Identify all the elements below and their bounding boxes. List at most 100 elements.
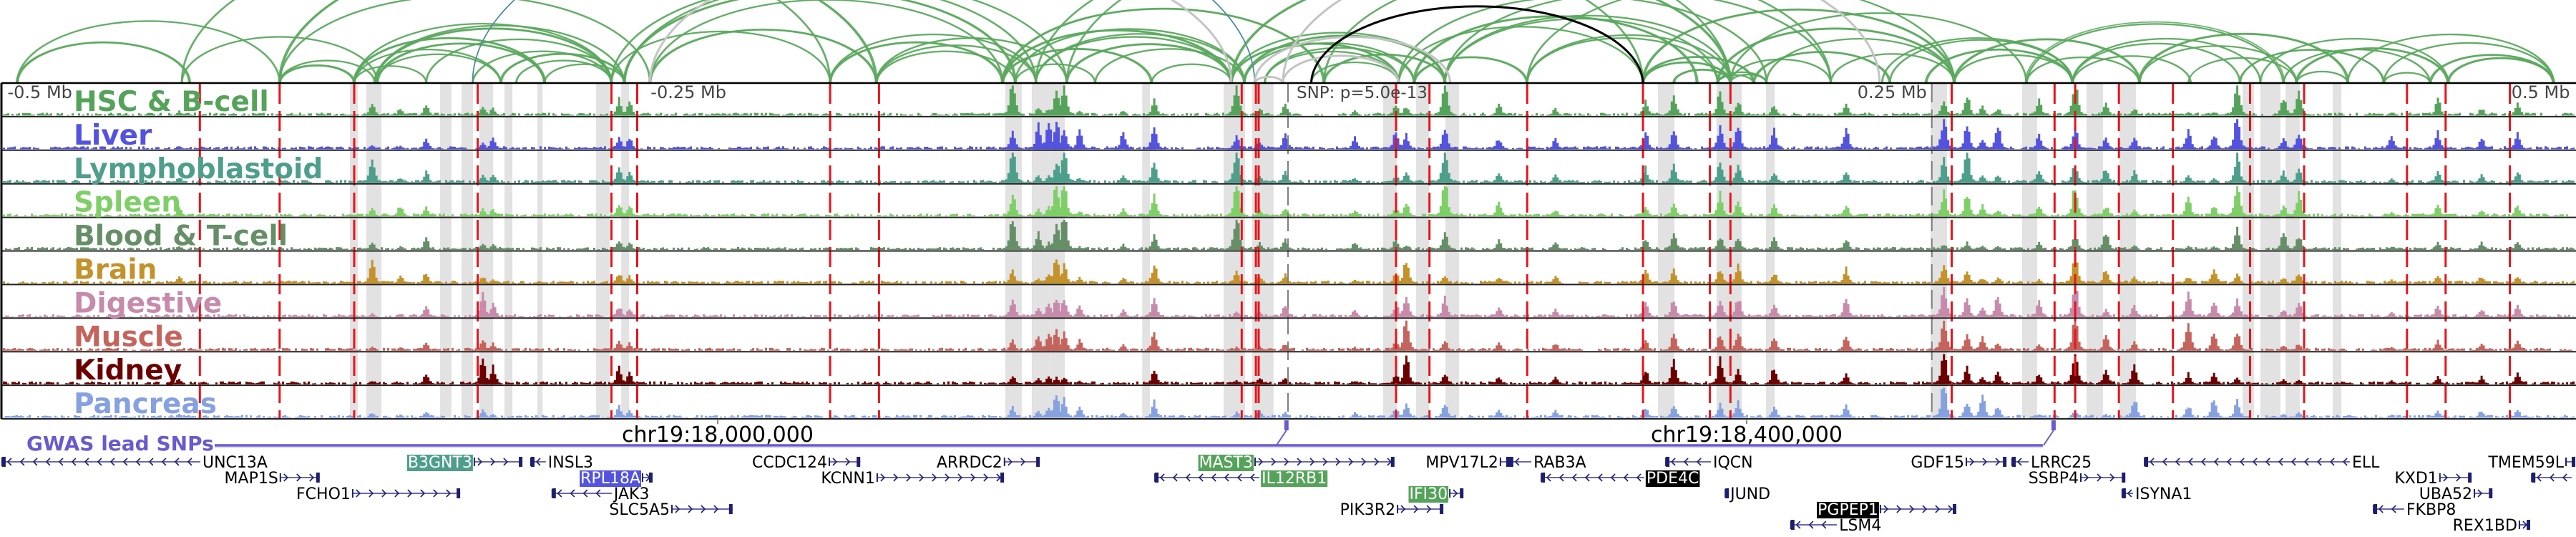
signal-track (5, 286, 2575, 317)
signal-peak (1636, 269, 1656, 284)
signal-peak (1973, 336, 1993, 351)
strand-forward-arrows (2522, 521, 2528, 529)
signal-peak (1231, 380, 1242, 384)
gene-label: KCNN1 (821, 470, 875, 488)
signal-peak (2127, 276, 2142, 284)
signal-peak (1070, 406, 1090, 418)
gene-gdf15: GDF15 (1911, 454, 2007, 472)
interaction-arc (2446, 57, 2555, 84)
signal-peak (1142, 265, 1166, 284)
signal-peak (1548, 308, 1563, 317)
signal-peak (2507, 102, 2527, 116)
signal-peak (1986, 127, 2010, 150)
signal-peak (1975, 377, 1991, 384)
interaction-arc (1095, 48, 1245, 84)
signal-peak (2124, 305, 2145, 317)
signal-peak (1986, 296, 2010, 317)
signal-peak (1002, 269, 1023, 284)
gwas-track-label: GWAS lead SNPs (26, 432, 214, 455)
signal-peak (622, 410, 638, 418)
signal-peak (2202, 400, 2226, 418)
signal-peak (1710, 336, 1730, 351)
interaction-arc (2448, 57, 2554, 84)
signal-peak (176, 314, 183, 317)
gene-label: ISYNA1 (2135, 485, 2192, 503)
signal-peak (1144, 399, 1164, 418)
gene-label: JAK3 (613, 485, 650, 503)
signal-peak (1990, 175, 2006, 183)
interaction-arc (1282, 0, 1881, 84)
signal-peak (1074, 380, 1085, 384)
signal-peak (1548, 276, 1563, 284)
track-frame (0, 82, 2576, 420)
signal-peak (1396, 403, 1416, 418)
strand-reverse-arrows (1546, 473, 1641, 482)
signal-peak (2096, 234, 2116, 250)
signal-peak (1710, 238, 1730, 250)
signal-peak (2507, 132, 2527, 150)
gene-iqcn: IQCN (1665, 454, 1753, 472)
strand-forward-arrows (1453, 489, 1458, 498)
signal-peak (1144, 332, 1164, 351)
signal-peak (1350, 110, 1360, 116)
signal-peak (1045, 90, 1068, 116)
signal-peak (1144, 234, 1164, 250)
signal-peak (1546, 137, 1566, 150)
exon-block (1460, 488, 1464, 498)
exon-block (2373, 504, 2378, 514)
signal-peak (1489, 103, 1509, 116)
signal-peak (1726, 127, 1750, 150)
signal-peak (1030, 208, 1046, 217)
interaction-arc (2296, 48, 2448, 84)
interaction-arc (1729, 58, 1832, 84)
gene-rab3a: RAB3A (1508, 454, 1586, 472)
signal-peak (1070, 339, 1090, 351)
interaction-arc (2295, 70, 2349, 84)
signal-peak (393, 109, 409, 116)
interaction-arc (279, 0, 650, 84)
exon-block (1036, 457, 1040, 467)
signal-baseline (3, 213, 2568, 217)
signal-peak (1347, 310, 1362, 317)
signal-peak (1277, 208, 1293, 217)
signal-peak (2273, 170, 2293, 183)
signal-peak (2096, 208, 2116, 217)
track-label-brain: Brain (74, 254, 157, 286)
strand-forward-arrows (2477, 489, 2483, 498)
signal-peak (1836, 205, 1856, 217)
signal-peak (366, 347, 378, 351)
gene-highlight-box (1645, 470, 1700, 487)
interaction-arc (1445, 0, 1831, 84)
signal-peak (1990, 211, 2006, 217)
signal-peak (1992, 277, 2004, 284)
signal-peak (2204, 372, 2224, 384)
signal-peak (416, 105, 436, 116)
interaction-arc (1264, 47, 1415, 84)
gene-lsm4: LSM4 (1790, 517, 1881, 535)
interaction-arc (1002, 8, 1324, 84)
gene-label: PGPEP1 (1818, 501, 1878, 519)
interaction-arc (1413, 56, 1529, 84)
signal-peak (1030, 108, 1046, 116)
interaction-arcs (16, 0, 2555, 84)
signal-peak (2176, 129, 2200, 150)
strand-forward-arrows (2084, 473, 2115, 482)
axis-tick-label: -0.5 Mb (8, 82, 72, 102)
track-label-hsc-b-cell: HSC & B-cell (74, 86, 269, 118)
exon-block (2468, 473, 2472, 483)
interaction-arc (17, 42, 190, 84)
signal-peak (2474, 277, 2489, 284)
interaction-arc (829, 42, 1003, 84)
signal-peak (1113, 132, 1133, 150)
signal-peak (2386, 279, 2397, 284)
signal-peak (1224, 153, 1249, 183)
signal-peak (395, 178, 406, 183)
signal-peak (1932, 387, 1956, 418)
signal-peak (1489, 201, 1509, 217)
signal-peak (1054, 397, 1074, 418)
signal-peak (1636, 372, 1656, 384)
interaction-arc (353, 65, 426, 84)
signal-peak (1231, 411, 1242, 418)
gene-isyna1: ISYNA1 (2121, 485, 2192, 503)
signal-peak (2029, 206, 2049, 217)
